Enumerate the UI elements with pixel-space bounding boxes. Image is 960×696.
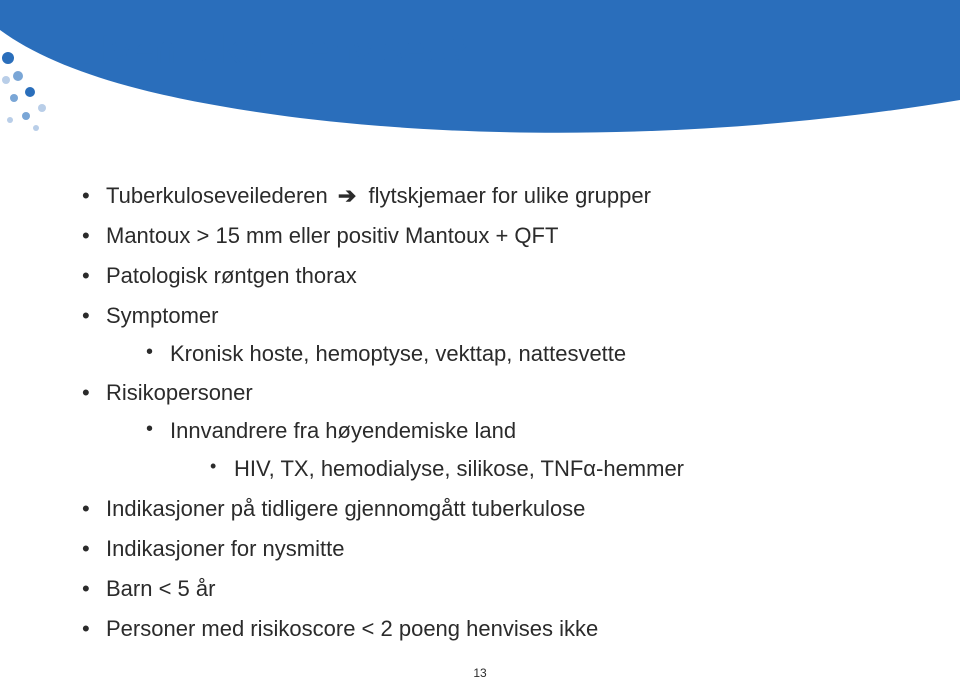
bullet-text: Symptomer [106, 303, 218, 328]
list-item: Patologisk røntgen thorax [82, 260, 882, 292]
bullet-text: Patologisk røntgen thorax [106, 263, 357, 288]
bullet-text: Kronisk hoste, hemoptyse, vekttap, natte… [170, 341, 626, 366]
content-body: Tuberkuloseveilederen ➔ flytskjemaer for… [82, 180, 882, 653]
list-item: Tuberkuloseveilederen ➔ flytskjemaer for… [82, 180, 882, 212]
page-number: 13 [473, 666, 486, 680]
bullet-text: Indikasjoner på tidligere gjennomgått tu… [106, 496, 585, 521]
list-item: Indikasjoner på tidligere gjennomgått tu… [82, 493, 882, 525]
header: Hvem skal henvises? [0, 0, 960, 142]
list-item: Risikopersoner Innvandrere fra høyendemi… [82, 377, 882, 485]
arrow-icon: ➔ [338, 180, 356, 212]
bullet-text: Mantoux > 15 mm eller positiv Mantoux + … [106, 223, 558, 248]
list-item: Kronisk hoste, hemoptyse, vekttap, natte… [146, 338, 882, 370]
bullet-text: Barn < 5 år [106, 576, 215, 601]
bullet-text: Innvandrere fra høyendemiske land [170, 418, 516, 443]
list-item: Barn < 5 år [82, 573, 882, 605]
bullet-text: Indikasjoner for nysmitte [106, 536, 344, 561]
bullet-text: Personer med risikoscore < 2 poeng henvi… [106, 616, 598, 641]
bullet-text: Risikopersoner [106, 380, 253, 405]
list-item: Mantoux > 15 mm eller positiv Mantoux + … [82, 220, 882, 252]
bullet-text-post: flytskjemaer for ulike grupper [368, 183, 650, 208]
list-item: Indikasjoner for nysmitte [82, 533, 882, 565]
page-title: Hvem skal henvises? [82, 28, 469, 73]
list-item: HIV, TX, hemodialyse, silikose, TNFα-hem… [210, 453, 882, 485]
list-item: Personer med risikoscore < 2 poeng henvi… [82, 613, 882, 645]
list-item: Symptomer Kronisk hoste, hemoptyse, vekt… [82, 300, 882, 370]
list-item: Innvandrere fra høyendemiske land HIV, T… [146, 415, 882, 485]
bullet-text: HIV, TX, hemodialyse, silikose, TNFα-hem… [234, 456, 684, 481]
bullet-text-pre: Tuberkuloseveilederen [106, 183, 328, 208]
